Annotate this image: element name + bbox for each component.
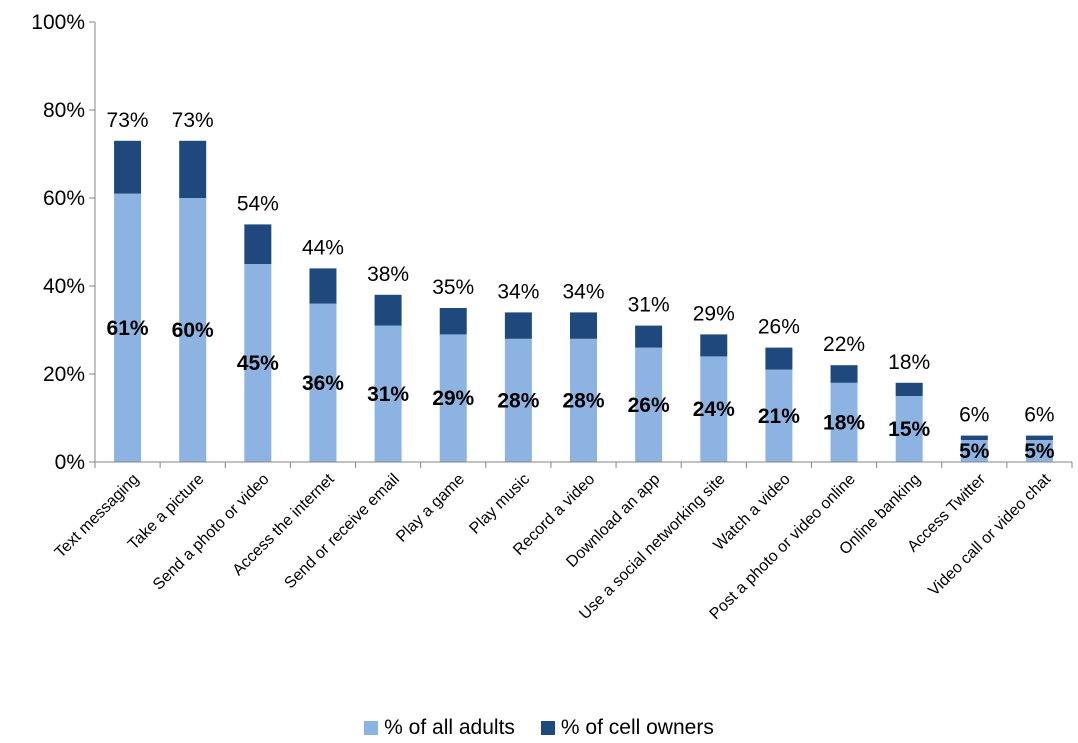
data-label-all-adults: 31% bbox=[367, 383, 409, 406]
bar-all-adults bbox=[374, 325, 402, 462]
legend-item-cell-owners: % of cell owners bbox=[540, 716, 714, 740]
bar-cell-owners bbox=[114, 140, 142, 194]
data-label-all-adults: 21% bbox=[758, 405, 800, 428]
bar-all-adults bbox=[635, 347, 663, 462]
bar-all-adults bbox=[244, 264, 272, 462]
bar-all-adults bbox=[700, 356, 728, 462]
y-tick-label: 40% bbox=[43, 275, 85, 298]
bar-cell-owners bbox=[830, 365, 858, 383]
bar-cell-owners bbox=[700, 334, 728, 357]
bar-cell-owners bbox=[960, 435, 988, 440]
y-tick-label: 20% bbox=[43, 363, 85, 386]
bar-all-adults bbox=[179, 198, 207, 462]
data-label-all-adults: 60% bbox=[172, 319, 214, 342]
bar-cell-owners bbox=[635, 325, 663, 348]
data-label-cell-owners: 34% bbox=[497, 280, 539, 303]
legend-label-cell-owners: % of cell owners bbox=[560, 716, 714, 739]
data-label-cell-owners: 54% bbox=[237, 192, 279, 215]
legend-label-all-adults: % of all adults bbox=[384, 716, 515, 739]
data-label-all-adults: 18% bbox=[823, 411, 865, 434]
bar-cell-owners bbox=[244, 224, 272, 264]
data-label-cell-owners: 22% bbox=[823, 333, 865, 356]
data-label-cell-owners: 26% bbox=[758, 316, 800, 339]
bar-all-adults bbox=[895, 396, 923, 462]
data-label-cell-owners: 29% bbox=[693, 302, 735, 325]
x-tick-label: Send or receive email bbox=[281, 471, 402, 592]
bar-cell-owners bbox=[1025, 435, 1053, 440]
data-label-all-adults: 5% bbox=[1024, 440, 1055, 463]
y-tick-label: 80% bbox=[43, 99, 85, 122]
data-label-cell-owners: 6% bbox=[1024, 404, 1054, 427]
data-label-all-adults: 26% bbox=[628, 394, 670, 417]
data-label-all-adults: 28% bbox=[562, 389, 604, 412]
bar-all-adults bbox=[309, 303, 337, 462]
stacked-bar-chart: 0% 20% 40% 60% 80% 100% 73% 61% 73% 60% 54% 45% 44%… bbox=[31, 11, 1073, 623]
y-tick-label: 100% bbox=[31, 11, 85, 34]
data-label-cell-owners: 34% bbox=[562, 280, 604, 303]
x-tick-label: Play music bbox=[466, 471, 533, 538]
y-tick-label: 0% bbox=[55, 451, 85, 474]
bar-cell-owners bbox=[374, 294, 402, 326]
bar-all-adults bbox=[1025, 440, 1053, 462]
bar-cell-owners bbox=[179, 140, 207, 198]
legend-swatch-cell-owners bbox=[540, 721, 555, 735]
bar-all-adults bbox=[439, 334, 467, 462]
data-label-cell-owners: 31% bbox=[628, 294, 670, 317]
bar-all-adults bbox=[960, 440, 988, 462]
data-label-all-adults: 15% bbox=[888, 418, 930, 441]
data-label-cell-owners: 6% bbox=[959, 404, 989, 427]
x-tick-label: Text messaging bbox=[52, 471, 143, 562]
x-tick-label: Play a game bbox=[393, 471, 468, 546]
bar-cell-owners bbox=[765, 347, 793, 370]
y-axis: 0% 20% 40% 60% 80% 100% bbox=[31, 11, 96, 474]
bar-cell-owners bbox=[439, 308, 467, 335]
bar-all-adults bbox=[570, 338, 597, 462]
bar-cell-owners bbox=[309, 268, 337, 304]
bar-all-adults bbox=[830, 382, 858, 462]
bar-cell-owners bbox=[895, 382, 923, 396]
bar-all-adults bbox=[114, 193, 142, 462]
legend: % of all adults % of cell owners bbox=[0, 713, 1078, 743]
x-tick-label: Send a photo or video bbox=[150, 471, 273, 594]
data-label-cell-owners: 18% bbox=[888, 351, 930, 374]
legend-swatch-all-adults bbox=[364, 721, 379, 735]
data-label-all-adults: 45% bbox=[237, 352, 279, 375]
data-label-all-adults: 24% bbox=[693, 398, 735, 421]
bar-cell-owners bbox=[504, 312, 532, 339]
x-tick-label: Video call or video chat bbox=[925, 470, 1054, 599]
data-label-all-adults: 36% bbox=[302, 372, 344, 395]
data-label-cell-owners: 35% bbox=[432, 276, 474, 299]
legend-item-all-adults: % of all adults bbox=[364, 716, 515, 740]
data-label-all-adults: 61% bbox=[107, 317, 149, 340]
data-label-cell-owners: 38% bbox=[367, 263, 409, 286]
bar-all-adults bbox=[765, 369, 793, 462]
data-label-cell-owners: 44% bbox=[302, 236, 344, 259]
data-label-cell-owners: 73% bbox=[107, 109, 149, 132]
y-tick-label: 60% bbox=[43, 187, 85, 210]
data-label-all-adults: 28% bbox=[497, 389, 539, 412]
data-label-all-adults: 5% bbox=[959, 440, 990, 463]
data-label-cell-owners: 73% bbox=[172, 109, 214, 132]
bar-all-adults bbox=[504, 338, 532, 462]
bars: 73% 61% 73% 60% 54% 45% 44% 36% 38% 31% 35% 29% 34% 2… bbox=[107, 109, 1055, 463]
data-label-all-adults: 29% bbox=[432, 387, 474, 410]
bar-cell-owners bbox=[570, 312, 597, 339]
